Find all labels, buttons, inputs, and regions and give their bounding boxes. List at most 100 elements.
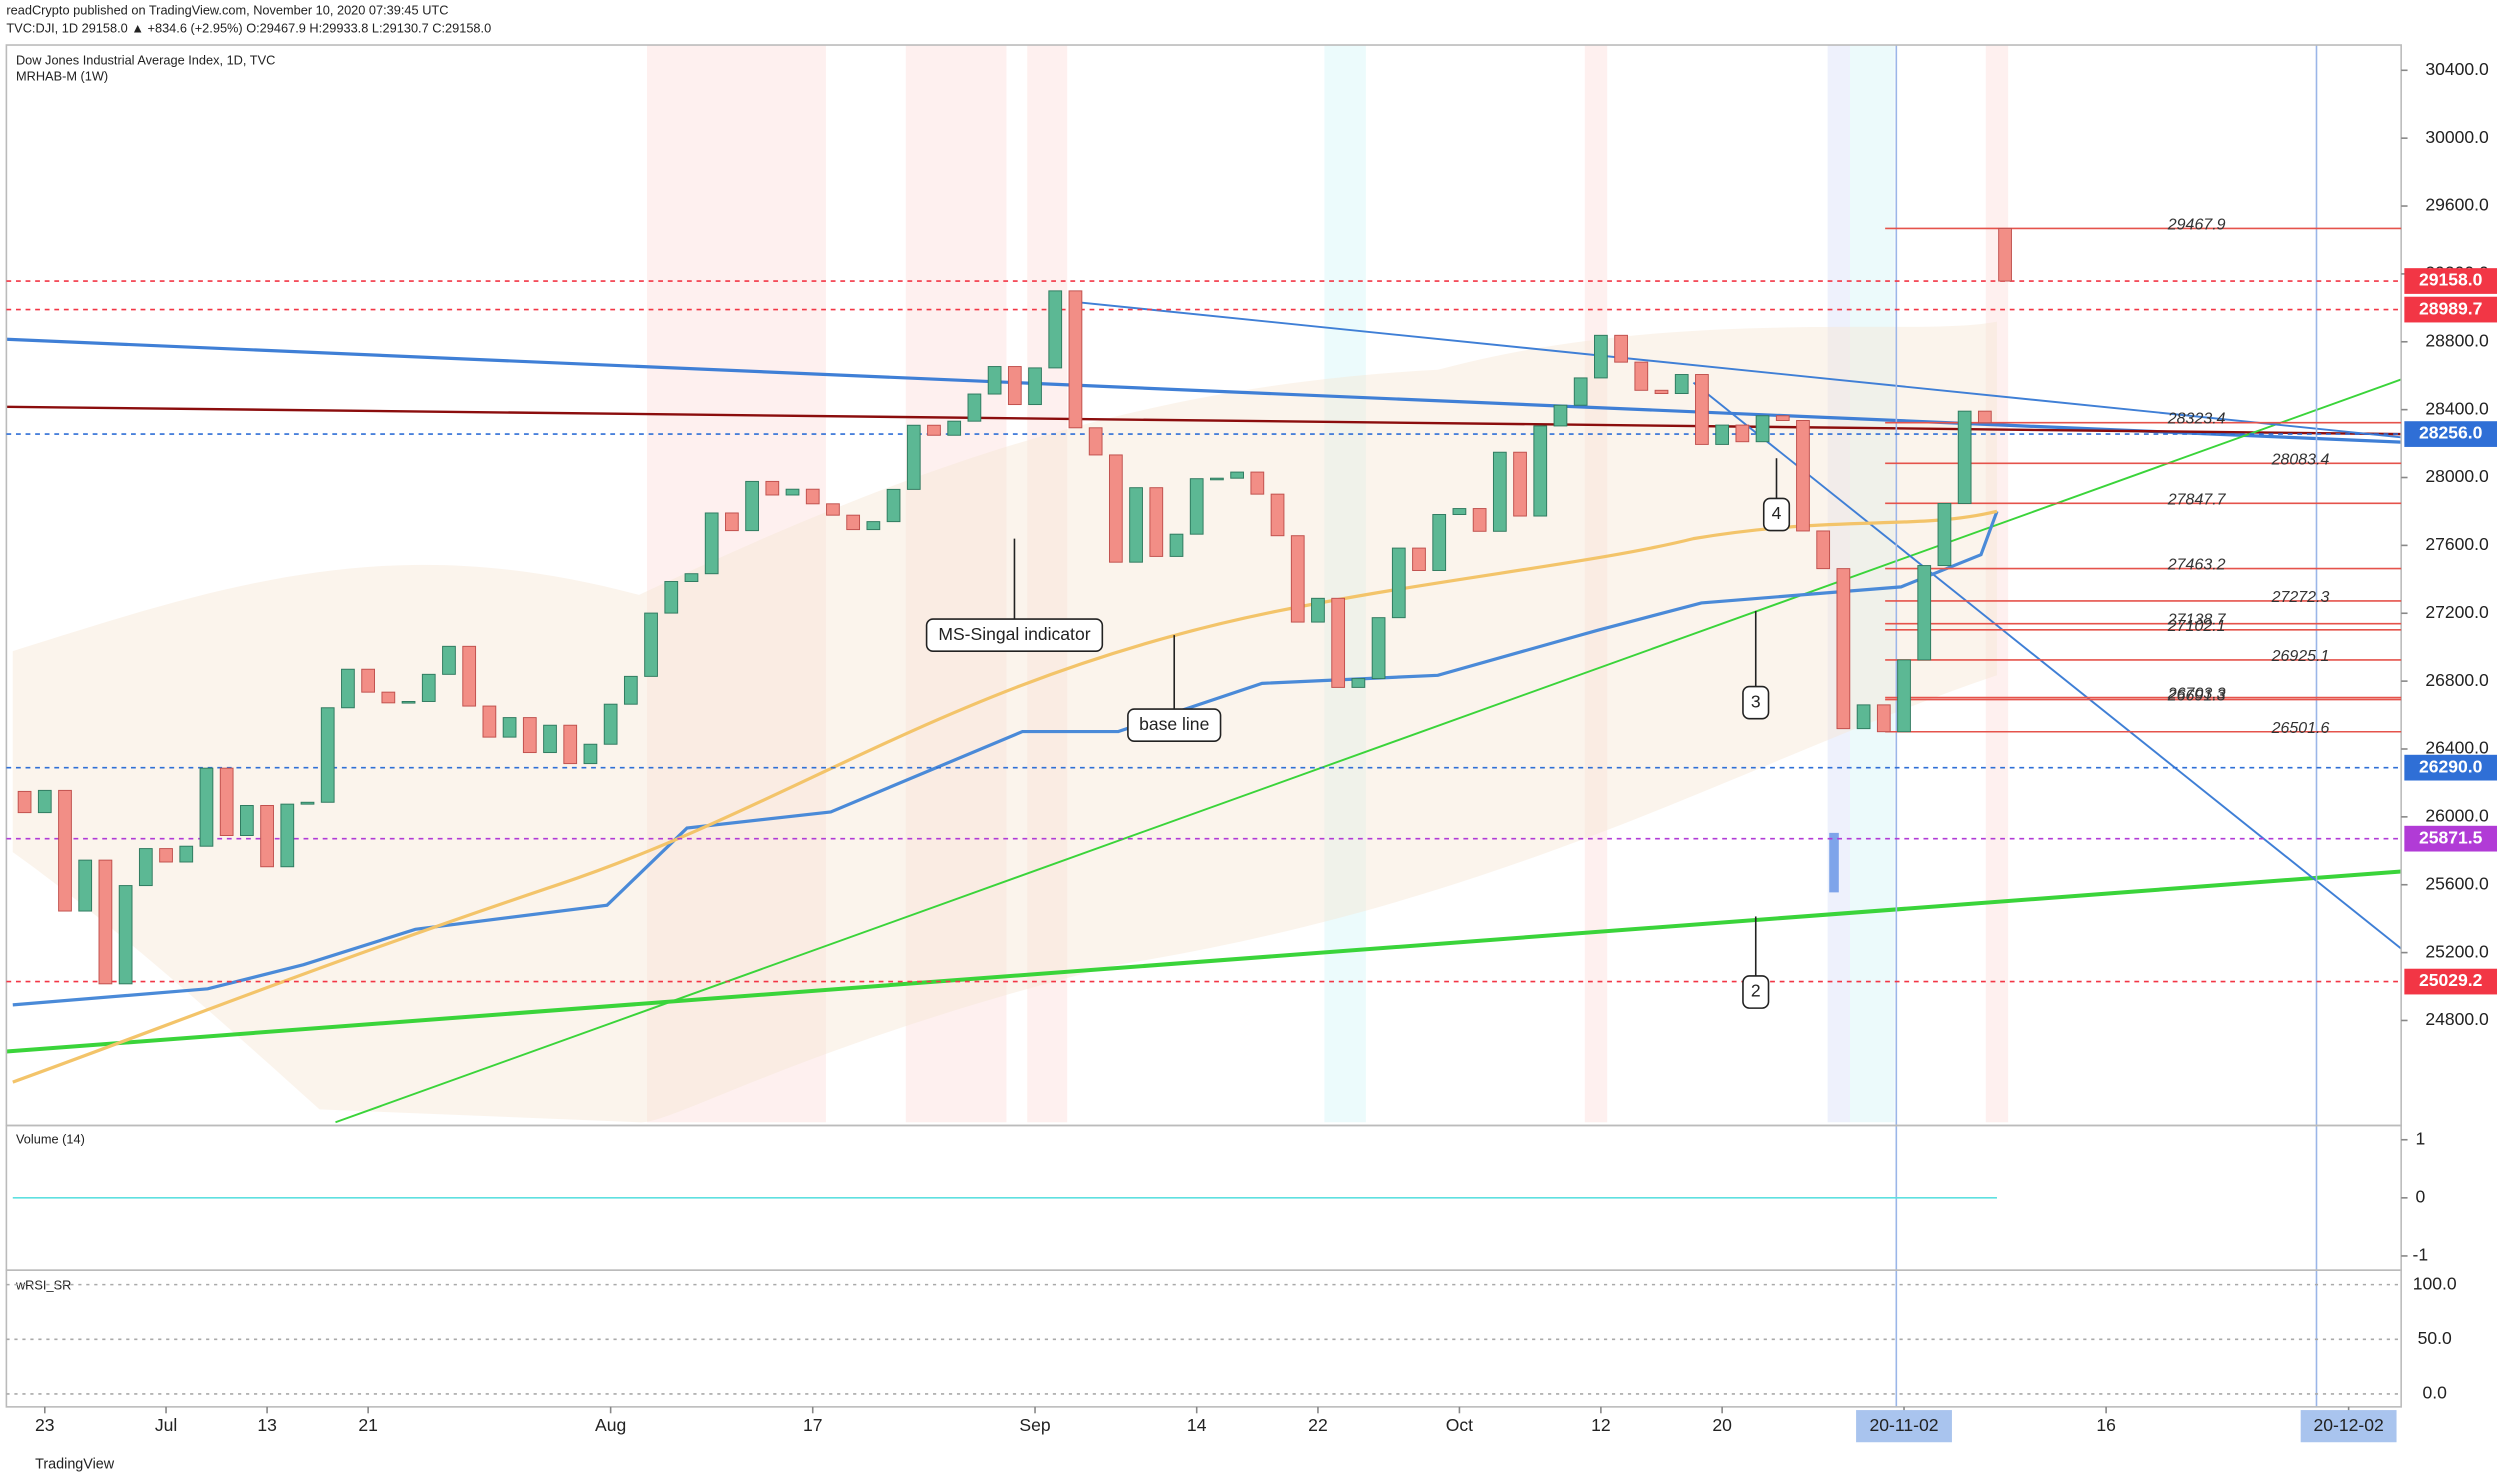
candle-body	[1796, 420, 1810, 532]
candle-body	[1897, 659, 1911, 733]
y-tick-label: 29600.0	[2425, 195, 2489, 215]
candle-body	[1391, 547, 1406, 619]
trend-line	[1692, 381, 2402, 950]
candle-body	[159, 848, 173, 863]
level-label: 26925.1	[2271, 647, 2330, 665]
candle-body	[1351, 678, 1366, 688]
callout-box	[1742, 975, 1770, 1009]
trend-line	[6, 337, 2402, 444]
annotation: 2	[1751, 981, 1761, 1001]
candle-body	[1957, 410, 1972, 504]
callout-box	[1127, 708, 1222, 743]
candle-body	[1614, 334, 1628, 363]
candle-body	[1695, 374, 1709, 445]
x-tick-label: 21	[358, 1415, 378, 1435]
price-tag-label: 28989.7	[2419, 298, 2483, 318]
candle-body	[583, 743, 598, 765]
candle-body	[1189, 478, 1204, 535]
candle-body	[745, 480, 759, 532]
candle-body	[987, 366, 1002, 395]
candle-body	[341, 668, 355, 709]
x-tick-highlight	[1856, 1410, 1952, 1443]
annotation: 4	[1772, 503, 1782, 523]
candle-body	[1553, 404, 1568, 427]
candle-body	[1856, 704, 1871, 730]
symbol-line: TVC:DJI, 1D 29158.0 ▲ +834.6 (+2.95%) O:…	[6, 20, 491, 35]
candle-body	[1007, 366, 1022, 406]
level-label: 29467.9	[2167, 215, 2226, 233]
level-label: 27272.3	[2271, 588, 2330, 606]
callout-box	[1762, 497, 1791, 532]
candle-body	[1230, 471, 1244, 479]
y-tick-label: 27600.0	[2425, 534, 2489, 554]
candle-body	[421, 673, 436, 702]
price-tag-label: 25029.2	[2419, 970, 2483, 990]
band	[1027, 45, 1068, 1123]
candle-body	[1472, 508, 1487, 532]
candle-body	[1816, 530, 1831, 570]
candle-body	[1311, 597, 1325, 623]
candle-body	[1088, 427, 1103, 456]
trend-line	[6, 869, 2402, 1054]
candle-body	[260, 805, 274, 868]
price-tag-label: 28256.0	[2419, 423, 2483, 443]
candle-body	[1735, 424, 1750, 443]
y-tick-label: 50.0	[2418, 1328, 2452, 1348]
trend-lines	[6, 45, 2402, 1407]
y-tick-label: 1	[2415, 1128, 2425, 1148]
candle-body	[644, 612, 658, 677]
candle-body	[1513, 451, 1527, 517]
x-tick-label: 14	[1187, 1415, 1207, 1435]
candle-body	[320, 707, 335, 803]
y-tick-label: 26000.0	[2425, 805, 2489, 825]
y-tick-label: -1	[2413, 1245, 2429, 1265]
candle-body	[1331, 597, 1346, 688]
candle-body	[1917, 565, 1932, 661]
candle-body	[381, 691, 396, 704]
candle-body	[1068, 290, 1083, 429]
x-tick-label: 20-12-02	[2313, 1415, 2383, 1435]
candle-body	[522, 717, 537, 754]
candle-body	[1129, 487, 1143, 563]
candle-body	[765, 480, 780, 496]
candle-body	[1452, 508, 1467, 515]
y-tick-label: 26800.0	[2425, 670, 2489, 690]
callout-box	[1742, 685, 1770, 720]
candle-body	[1715, 424, 1730, 445]
candle-body	[58, 789, 72, 912]
y-tick-label: 28800.0	[2425, 330, 2489, 350]
candle-body	[1492, 451, 1507, 532]
candle-body	[866, 521, 881, 531]
x-tick-label: 13	[257, 1415, 277, 1435]
candle-body	[199, 767, 214, 847]
candle-body	[927, 424, 941, 436]
candle-body	[1977, 410, 1992, 424]
price-tag	[2404, 421, 2498, 447]
candle-body	[1432, 514, 1447, 571]
level-label: 27138.7	[2167, 611, 2227, 629]
candle-body	[1755, 415, 1770, 443]
candle-body	[1048, 290, 1063, 369]
candle-body	[118, 885, 133, 985]
candle-body	[664, 581, 679, 614]
brand: TradingView	[35, 1457, 115, 1473]
candle-body	[1634, 361, 1649, 391]
candle-body	[219, 767, 234, 837]
candle-body	[826, 503, 840, 516]
x-tick-label: 20-11-02	[1870, 1415, 1939, 1435]
candle-body	[805, 488, 820, 505]
volume-title: Volume (14)	[16, 1131, 85, 1146]
candle-body	[684, 573, 699, 583]
candle-body	[300, 801, 315, 805]
moving-average	[12, 509, 1998, 1084]
y-tick-label: 24800.0	[2425, 1009, 2489, 1029]
candle-body	[785, 488, 800, 496]
x-tick-highlight	[2300, 1410, 2397, 1443]
candle-body	[1371, 617, 1386, 680]
signal-bands	[647, 45, 2009, 1123]
candle-body	[563, 724, 578, 765]
trend-line	[6, 405, 2402, 436]
trend-line	[1078, 301, 2402, 439]
y-tick-label: 28000.0	[2425, 466, 2489, 486]
